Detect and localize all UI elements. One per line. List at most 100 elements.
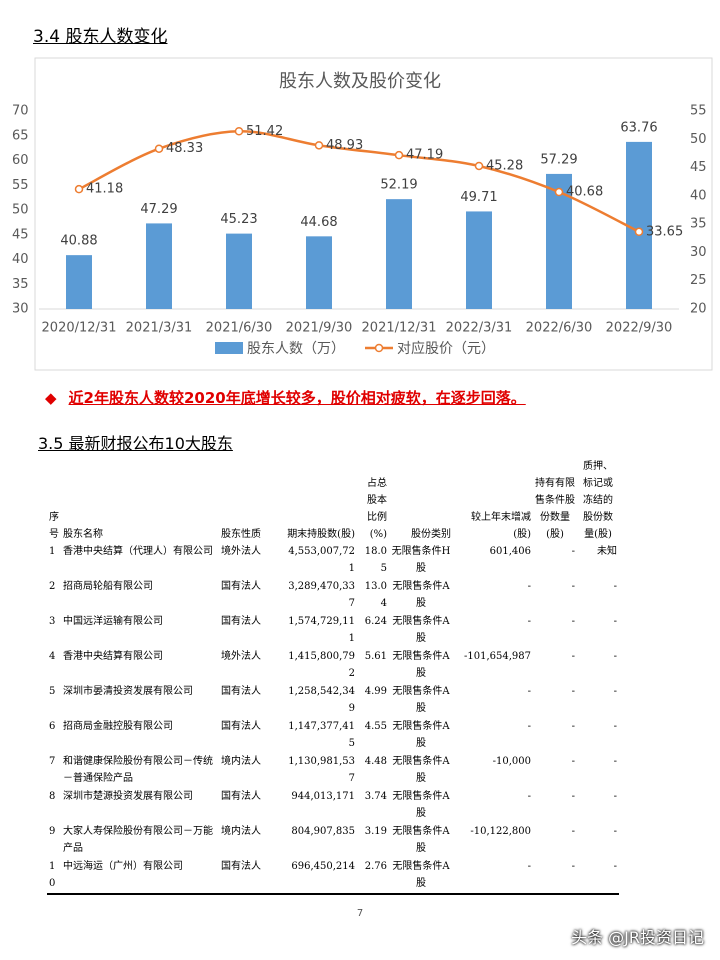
line-value-label: 33.65 [646,224,683,239]
table-cell: 13.04 [364,581,387,609]
table-cell: -10,000 [492,756,531,767]
table-cell: - [527,861,531,872]
table-cell: - [571,546,575,557]
bar [466,211,492,309]
table-cell: 696,450,214 [291,861,355,872]
legend-label: 对应股价（元） [397,340,495,357]
table-row: 9 大家人寿保险股份有限公司－万能产品 境内法人 804,907,835 3.19 无限售… [47,823,619,858]
y-tick-label: 45 [12,227,29,242]
table-cell: 深圳市晏清投资发展有限公司 [63,686,193,697]
table-cell: 境内法人 [221,826,261,837]
table-cell: 4.55 [364,721,387,732]
table-row: 5 深圳市晏清投资发展有限公司 国有法人 1,258,542,349 4.99 无限售条件… [47,683,619,718]
table-cell: 1,258,542,349 [288,686,355,714]
table-cell: 境外法人 [221,651,261,662]
table-cell: 和谐健康保险股份有限公司－传统－普通保险产品 [63,756,213,784]
table-body: 1 香港中央结算（代理人）有限公司 境外法人 4,553,007,721 18.05 无限… [47,543,619,894]
table-cell: - [613,791,617,802]
table-cell: - [527,721,531,732]
line-point [314,141,324,150]
shareholder-table: 序号 股东名称 股东性质 期末持股数(股) 占总股本比例(%) 股份类别 较上年末增减(股)… [47,455,619,895]
line-point [154,144,164,153]
table-cell: 国有法人 [221,616,261,627]
line-value-label: 41.18 [86,182,123,197]
header-cell: 持有有限售条件股份数量(股) [535,478,575,540]
table-cell: 无限售条件A股 [392,721,450,749]
table-row: 3 中国远洋运输有限公司 国有法人 1,574,729,111 6.24 无限售条件A股 -… [47,613,619,648]
x-tick-label: 2020/12/31 [42,321,117,336]
table-cell: 4,553,007,721 [288,546,355,574]
table-row: 7 和谐健康保险股份有限公司－传统－普通保险产品 境内法人 1,130,981,537… [47,753,619,788]
table-cell: 1,574,729,111 [288,616,355,644]
table-cell: 5 [49,686,56,697]
table-cell: 8 [49,791,56,802]
header-row: 序号 股东名称 股东性质 期末持股数(股) 占总股本比例(%) 股份类别 较上年末增减(股)… [47,455,619,543]
y-tick-label: 55 [12,178,29,193]
table-cell: - [527,616,531,627]
table-cell: - [571,756,575,767]
x-tick-label: 2022/9/30 [606,321,673,336]
bar [626,141,652,309]
table-cell: 3,289,470,337 [288,581,355,609]
table-row: 2 招商局轮船有限公司 国有法人 3,289,470,337 13.04 无限售条件A股 -… [47,578,619,613]
table-cell: 国有法人 [221,581,261,592]
bar-value-label: 63.76 [620,120,657,135]
table-cell: - [571,861,575,872]
table-cell: 招商局轮船有限公司 [63,581,153,592]
bar-value-label: 40.88 [60,234,97,249]
table-cell: 4.99 [364,686,387,697]
line-value-label: 51.42 [246,124,283,139]
table-cell: - [613,826,617,837]
table-cell: 6.24 [364,616,387,627]
table-cell: 1,130,981,537 [288,756,355,784]
table-cell: 1,147,377,415 [288,721,355,749]
bar [306,236,332,309]
bullet: ◆ 近2年股东人数较2020年底增长较多，股价相对疲软，在逐步回落。 [45,387,526,408]
table-cell: 无限售条件A股 [392,581,450,609]
table-cell: 804,907,835 [291,826,355,837]
x-tick-label: 2021/3/31 [126,321,193,336]
table-cell: 2.76 [364,861,387,872]
x-tick-label: 2021/9/30 [286,321,353,336]
table-cell: 招商局金融控股有限公司 [63,721,173,732]
x-tick-label: 2021/12/31 [362,321,437,336]
header-cell: 质押、标记或冻结的股份数量(股) [583,461,613,540]
header-cell: 占总股本比例(%) [367,478,387,540]
table-cell: 国有法人 [221,686,261,697]
table-cell: 中远海运（广州）有限公司 [63,861,183,872]
table-cell: 3.74 [364,791,387,802]
bar [226,233,252,309]
price-line [78,130,640,233]
y-tick-label: 70 [12,104,29,119]
table-row: 4 香港中央结算有限公司 境外法人 1,415,800,792 5.61 无限售条件A股 -… [47,648,619,683]
table-cell: 无限售条件H股 [391,546,451,574]
y2-tick-label: 40 [690,188,707,203]
bar-value-label: 44.68 [300,215,337,230]
table-cell: - [613,686,617,697]
line-value-label: 48.93 [326,138,363,153]
table-cell: 6 [49,721,56,732]
table-cell: 2 [49,581,56,592]
line-point [74,184,84,194]
header-cell: 期末持股数(股) [287,529,355,540]
table-row: 10 中远海运（广州）有限公司 国有法人 696,450,214 2.76 无限售条件A股… [47,858,619,894]
table-cell: -10,122,800 [470,826,531,837]
line-point [474,161,484,171]
table-cell: 大家人寿保险股份有限公司－万能产品 [63,826,213,854]
table-cell: - [571,791,575,802]
table-cell: 10 [49,861,56,889]
legend-swatch [374,343,384,353]
y-tick-label: 30 [12,302,29,317]
table-cell: - [571,651,575,662]
header-cell: 序号 [49,512,59,540]
y-tick-label: 40 [12,252,29,267]
line-point [634,227,644,237]
table-cell: - [571,581,575,592]
table-cell: 3.19 [364,826,387,837]
bullet-icon: ◆ [45,389,57,407]
y2-tick-label: 50 [690,132,707,147]
table-cell: - [571,826,575,837]
y2-tick-label: 20 [690,302,707,317]
table-cell: 无限售条件A股 [392,616,450,644]
